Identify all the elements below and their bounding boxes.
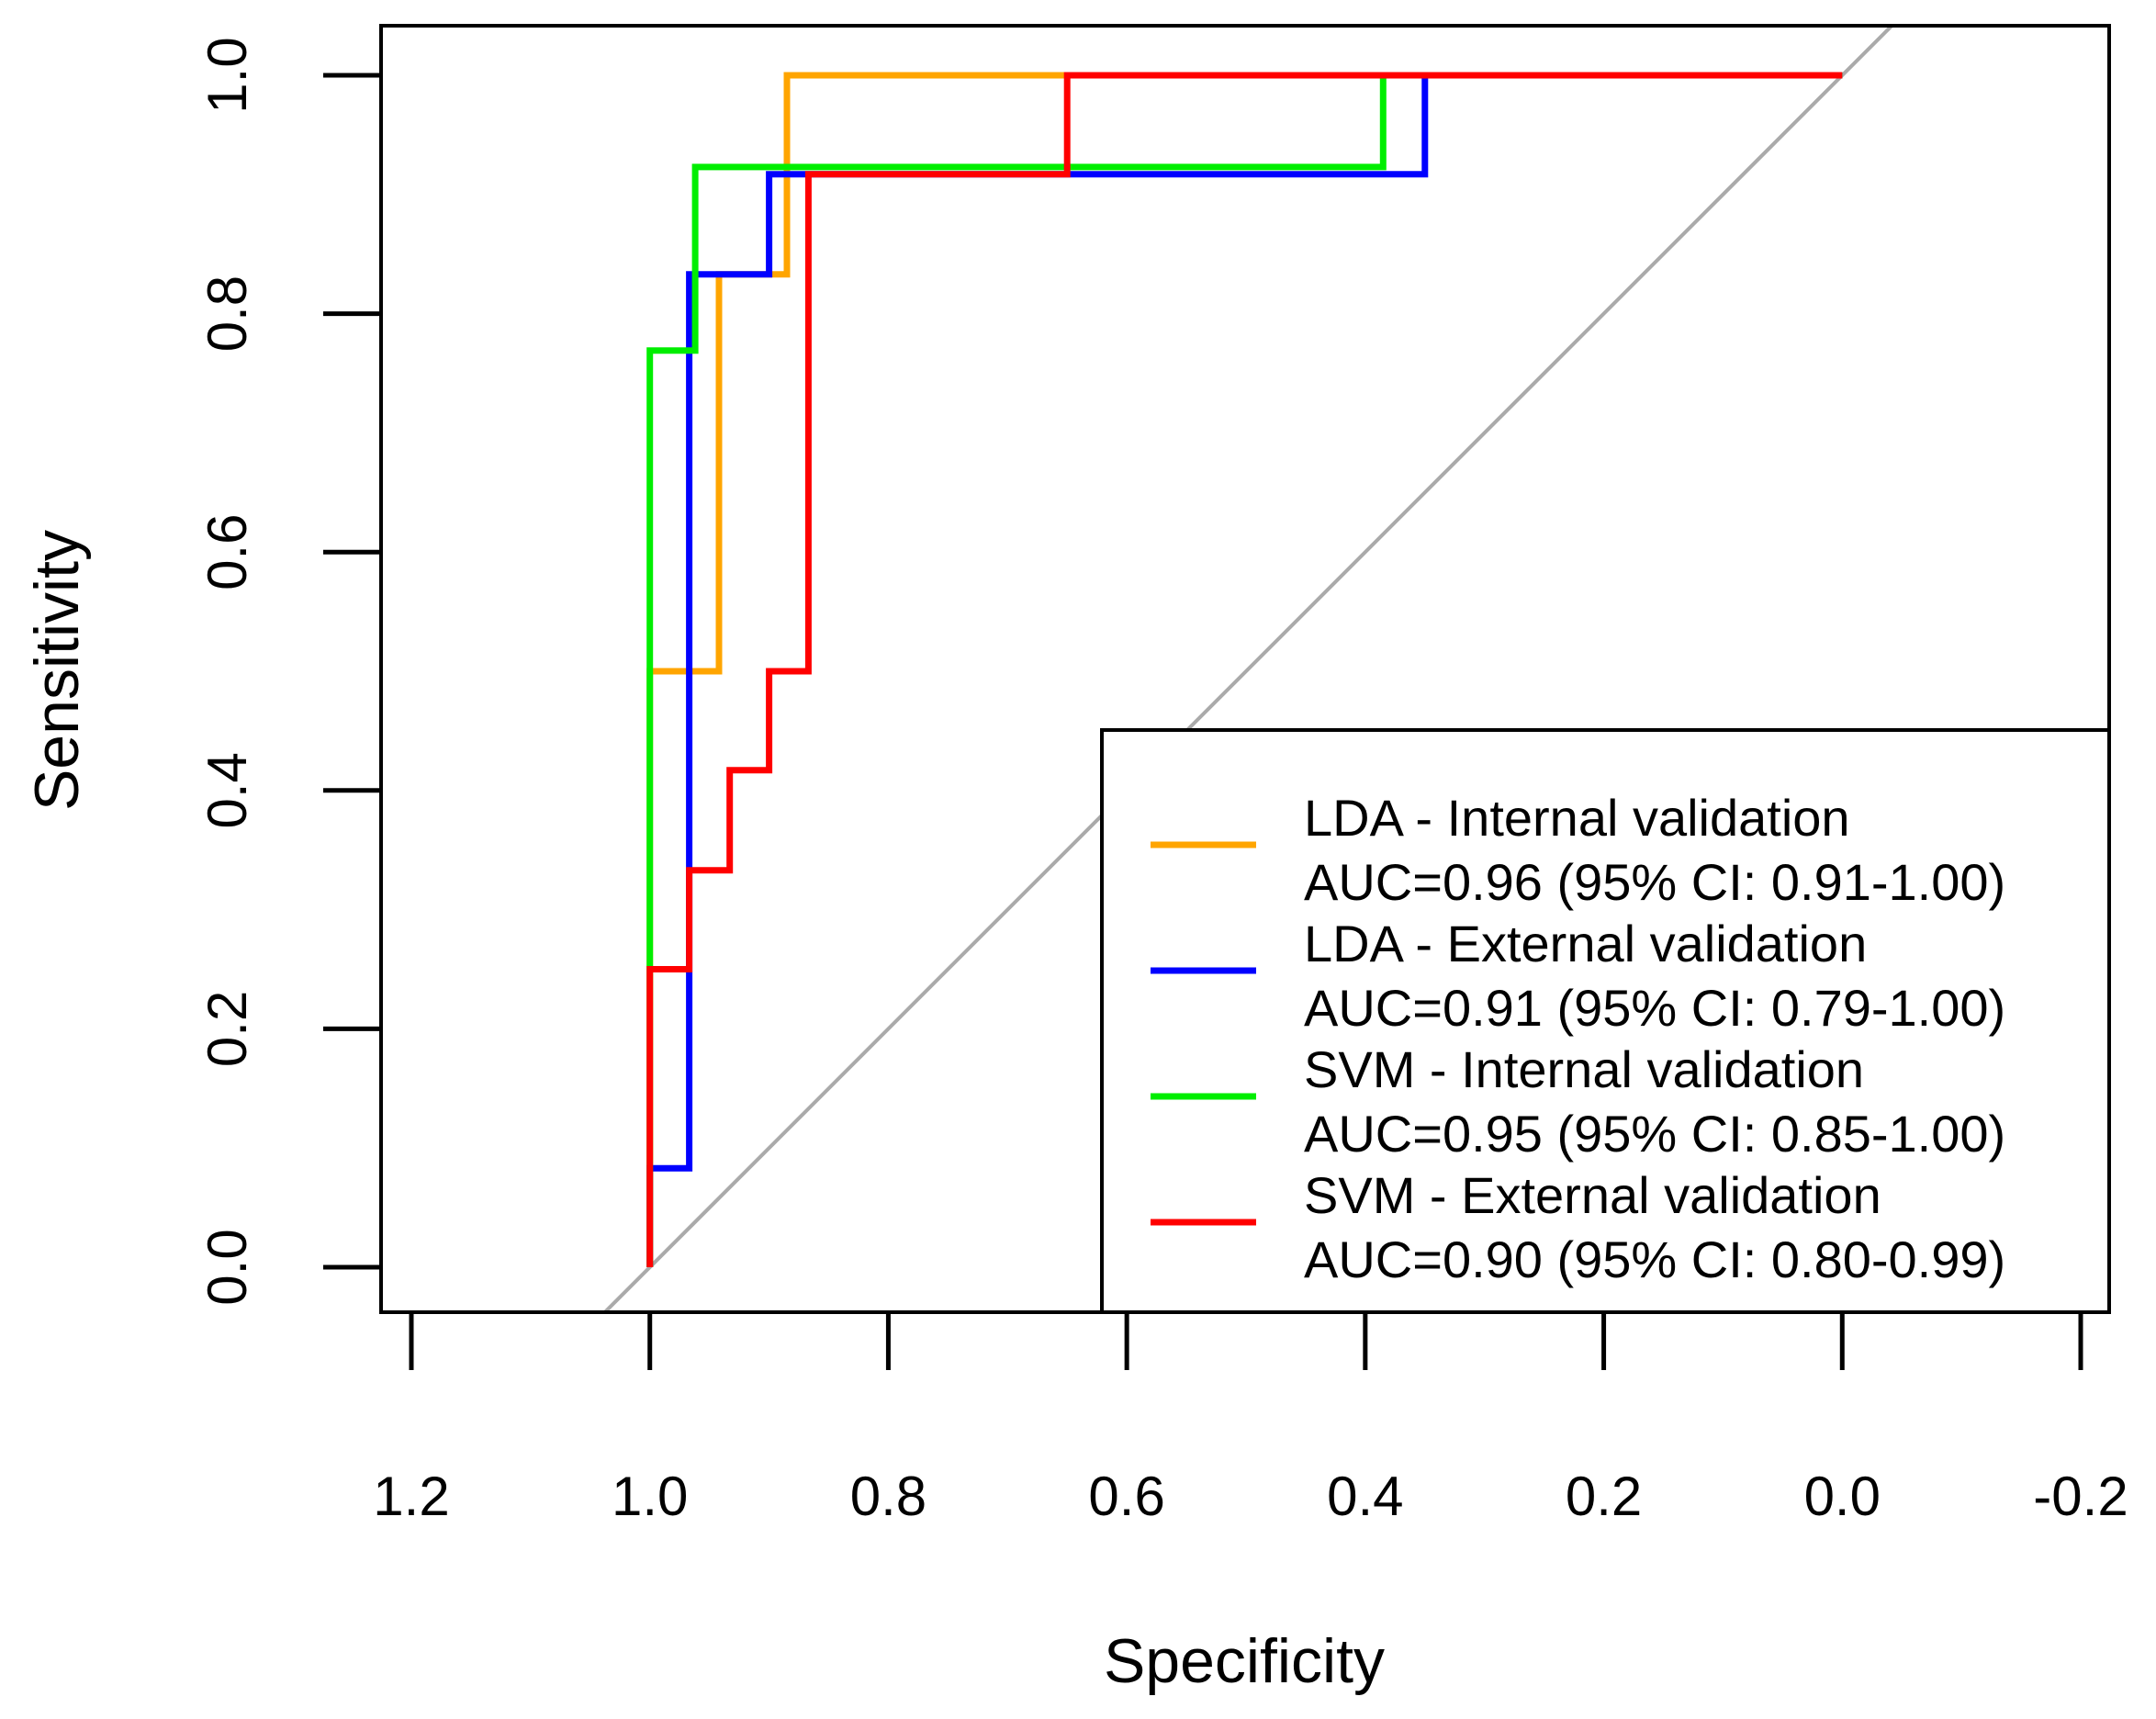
x-tick-label: 0.8 (850, 1466, 926, 1527)
roc-curve-4 (646, 72, 1843, 1267)
legend-series-name-2: LDA - External validation (1304, 915, 1867, 972)
y-tick-label: 0.6 (197, 513, 258, 590)
x-axis-label: Specificity (1104, 1626, 1385, 1696)
y-tick-label: 1.0 (197, 37, 258, 113)
legend-auc-label-1: AUC=0.96 (95% CI: 0.91-1.00) (1304, 853, 2005, 911)
y-axis: 0.0 0.2 0.4 0.6 0.8 1.0 (197, 37, 383, 1306)
y-tick-label: 0.4 (197, 752, 258, 828)
roc-curve-2 (646, 72, 1843, 1267)
x-tick-label: 1.0 (612, 1466, 688, 1527)
x-tick-label: 0.0 (1804, 1466, 1881, 1527)
x-tick-label: 0.4 (1327, 1466, 1403, 1527)
x-tick-label: 0.6 (1088, 1466, 1164, 1527)
legend-series-name-1: LDA - Internal validation (1304, 789, 1850, 847)
x-tick-label: 1.2 (373, 1466, 449, 1527)
x-tick-label: -0.2 (2033, 1466, 2128, 1527)
x-axis: 1.2 1.0 0.8 0.6 0.4 0.2 0.0 -0.2 (373, 1310, 2128, 1527)
legend-box (1100, 728, 2111, 1314)
legend-auc-label-3: AUC=0.95 (95% CI: 0.85-1.00) (1304, 1105, 2005, 1163)
legend-auc-label-4: AUC=0.90 (95% CI: 0.80-0.99) (1304, 1230, 2005, 1288)
legend-series-name-3: SVM - Internal validation (1304, 1040, 1864, 1098)
y-tick-label: 0.8 (197, 275, 258, 352)
legend-auc-label-2: AUC=0.91 (95% CI: 0.79-1.00) (1304, 979, 2005, 1037)
y-tick-label: 0.0 (197, 1229, 258, 1305)
y-axis-label: Sensitivity (22, 530, 92, 811)
x-tick-label: 0.2 (1566, 1466, 1642, 1527)
legend-series-name-4: SVM - External validation (1304, 1166, 1881, 1224)
reference-diagonal-line (601, 26, 1895, 1312)
y-tick-label: 0.2 (197, 991, 258, 1067)
